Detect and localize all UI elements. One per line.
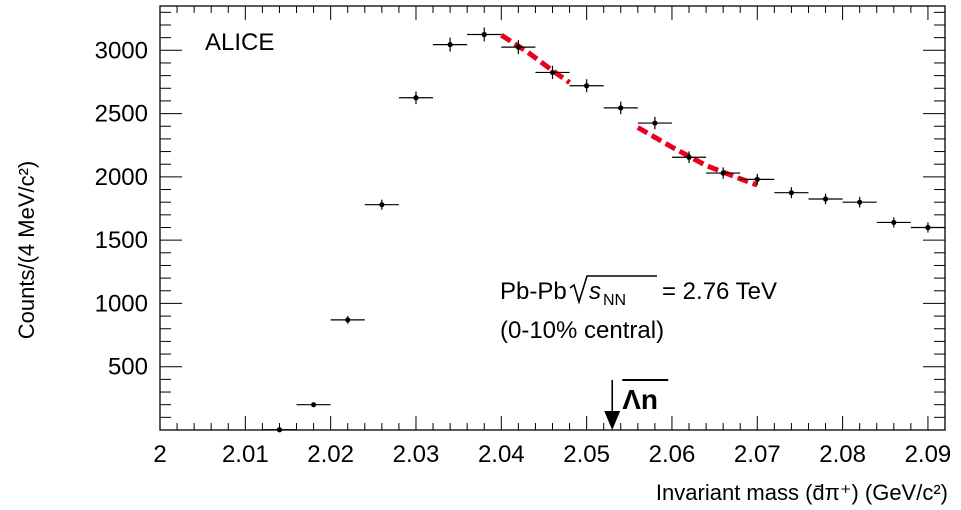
x-tick-label: 2.06 <box>649 441 696 468</box>
x-tick-label: 2.03 <box>393 441 440 468</box>
data-point <box>842 196 877 208</box>
data-point <box>706 167 741 179</box>
data-point <box>330 316 365 324</box>
sqrt-s-subscript: NN <box>603 292 626 309</box>
threshold-marker: Λn <box>604 379 669 430</box>
y-tick-label: 3000 <box>95 37 148 64</box>
point-marker <box>584 83 590 89</box>
experiment-label: ALICE <box>205 29 274 56</box>
point-marker <box>618 105 624 111</box>
point-marker <box>481 31 487 38</box>
point-marker <box>686 154 692 160</box>
x-tick-label: 2.07 <box>734 441 781 468</box>
fit-layer <box>499 33 759 188</box>
y-tick-label: 500 <box>108 354 148 381</box>
data-point <box>808 193 843 205</box>
y-tick-label: 2500 <box>95 101 148 128</box>
point-marker <box>788 190 795 196</box>
data-point <box>774 187 809 199</box>
point-marker <box>447 42 453 48</box>
data-point <box>671 151 707 164</box>
y-tick-label: 2000 <box>95 164 148 191</box>
fit-curve <box>636 125 759 188</box>
centrality-label: (0-10% central) <box>500 317 664 344</box>
ticks-layer <box>159 6 946 430</box>
data-point <box>910 222 945 233</box>
y-tick-label: 1500 <box>95 227 148 254</box>
threshold-label: Λn <box>622 384 658 415</box>
point-marker <box>857 199 863 205</box>
sqrt-symbol <box>569 275 657 305</box>
x-tick-label: 2.08 <box>819 441 866 468</box>
data-point <box>637 116 672 130</box>
data-point <box>398 91 434 105</box>
threshold-arrow-head <box>604 411 621 430</box>
x-tick-label: 2.05 <box>563 441 610 468</box>
point-marker <box>891 219 897 226</box>
x-tick-label: 2 <box>153 441 166 468</box>
data-point <box>433 37 468 52</box>
data-point <box>467 27 502 42</box>
point-marker <box>276 427 283 433</box>
point-marker <box>310 402 317 408</box>
x-tick-label: 2.04 <box>478 441 525 468</box>
point-marker <box>515 44 521 50</box>
fit-curve <box>499 33 572 85</box>
point-marker <box>379 202 385 208</box>
point-marker <box>345 317 351 323</box>
point-marker <box>413 95 419 101</box>
data-point <box>740 173 775 185</box>
y-axis-title: Counts/(4 MeV/c²) <box>14 161 39 340</box>
x-tick-label: 2.02 <box>307 441 354 468</box>
energy-value: = 2.76 TeV <box>662 278 777 305</box>
data-point <box>876 217 911 228</box>
x-tick-label: 2.01 <box>222 441 269 468</box>
data-point <box>569 79 604 93</box>
y-tick-label: 1000 <box>95 290 148 317</box>
points-layer <box>262 27 945 433</box>
data-point <box>535 65 570 80</box>
point-marker <box>652 120 658 126</box>
data-point <box>296 402 331 408</box>
point-marker <box>549 69 556 76</box>
system-prefix: Pb-Pb <box>500 278 567 305</box>
point-marker <box>925 224 931 231</box>
data-point <box>603 101 638 115</box>
collision-system-annotation: Pb-Pb s NN = 2.76 TeV (0-10% central) <box>500 275 777 344</box>
x-tick-label: 2.09 <box>905 441 952 468</box>
data-point <box>364 199 399 210</box>
x-axis-title: Invariant mass (d̄π⁺) (GeV/c²) <box>656 480 948 505</box>
point-marker <box>822 196 829 202</box>
labels-layer: 2 2.01 2.02 2.03 2.04 2.05 2.06 2.07 2.08 2.09 500… <box>95 37 952 468</box>
point-marker <box>720 170 726 176</box>
data-point <box>262 427 297 433</box>
sqrt-s-symbol: s <box>589 278 601 305</box>
point-marker <box>754 176 760 182</box>
data-point <box>501 40 536 55</box>
